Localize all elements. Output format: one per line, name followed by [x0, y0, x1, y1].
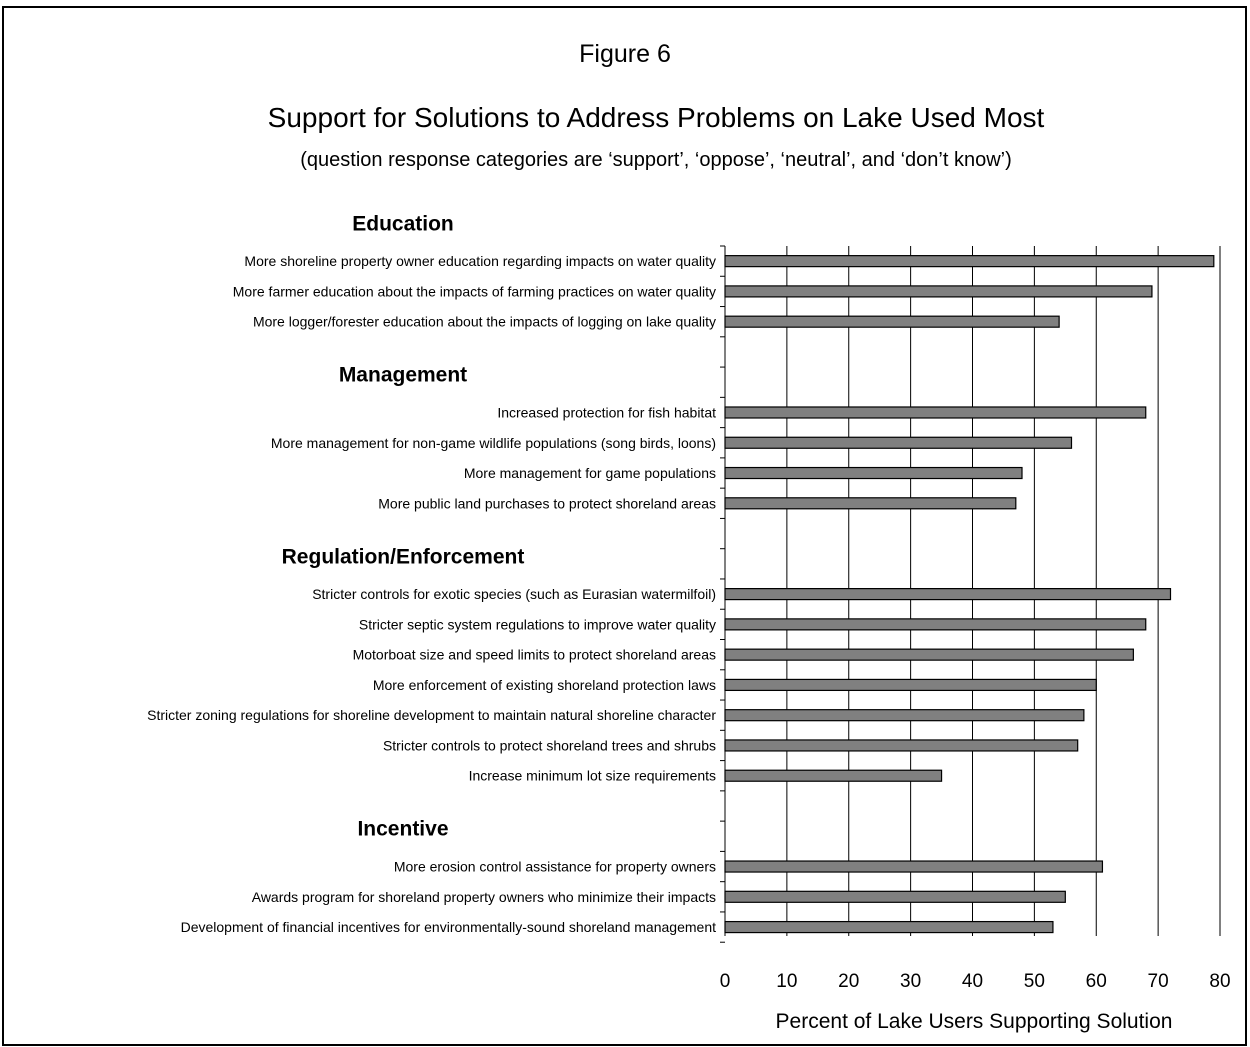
- bar: [724, 890, 1066, 903]
- group-header: Education: [352, 212, 454, 235]
- category-label: More enforcement of existing shoreland p…: [373, 677, 716, 693]
- x-tick-label: 50: [1024, 971, 1045, 992]
- bar: [724, 285, 1153, 298]
- x-tick-label: 60: [1086, 971, 1107, 992]
- x-axis-label: Percent of Lake Users Supporting Solutio…: [775, 1010, 1173, 1033]
- bar: [724, 648, 1134, 661]
- category-label: Stricter septic system regulations to im…: [359, 616, 716, 632]
- x-tick-label: 30: [900, 971, 921, 992]
- bar: [724, 739, 1079, 752]
- category-label: Stricter zoning regulations for shorelin…: [147, 707, 716, 723]
- x-tick-label: 10: [776, 971, 797, 992]
- category-label: More logger/forester education about the…: [253, 314, 716, 330]
- category-label: More farmer education about the impacts …: [233, 283, 716, 299]
- figure-label: Figure 6: [579, 40, 671, 68]
- bar: [724, 315, 1060, 328]
- group-header: Management: [339, 364, 467, 387]
- category-label: Awards program for shoreland property ow…: [252, 889, 716, 905]
- chart-title: Support for Solutions to Address Problem…: [267, 102, 1045, 133]
- category-label: Increase minimum lot size requirements: [469, 768, 716, 784]
- bar: [724, 618, 1147, 631]
- bar: [724, 920, 1054, 934]
- bar: [724, 436, 1073, 449]
- category-label: Stricter controls to protect shoreland t…: [383, 737, 716, 753]
- category-label: Motorboat size and speed limits to prote…: [353, 647, 716, 663]
- bar: [724, 588, 1172, 601]
- bar: [724, 497, 1017, 510]
- group-header: Regulation/Enforcement: [282, 545, 525, 568]
- category-label: More management for non-game wildlife po…: [271, 435, 716, 451]
- category-label: More shoreline property owner education …: [244, 253, 716, 269]
- x-tick-label: 40: [962, 971, 983, 992]
- x-tick-label: 80: [1209, 971, 1230, 992]
- category-label: Increased protection for fish habitat: [497, 404, 716, 420]
- bar: [724, 860, 1104, 873]
- category-label: More public land purchases to protect sh…: [378, 495, 716, 511]
- category-label: More erosion control assistance for prop…: [394, 859, 716, 875]
- category-label: Stricter controls for exotic species (su…: [312, 586, 716, 602]
- bar: [724, 466, 1023, 480]
- chart-subtitle: (question response categories are ‘suppo…: [300, 149, 1012, 171]
- category-label: More management for game populations: [464, 465, 716, 481]
- bar: [724, 709, 1085, 722]
- x-tick-label: 70: [1148, 971, 1169, 992]
- figure-frame: [2, 6, 1247, 1046]
- category-label: Development of financial incentives for …: [181, 919, 717, 935]
- bar: [724, 255, 1215, 268]
- x-tick-label: 0: [720, 971, 731, 992]
- group-header: Incentive: [357, 818, 448, 841]
- bar: [724, 406, 1147, 419]
- x-tick-label: 20: [838, 971, 859, 992]
- bar: [724, 678, 1097, 692]
- bar: [724, 769, 943, 782]
